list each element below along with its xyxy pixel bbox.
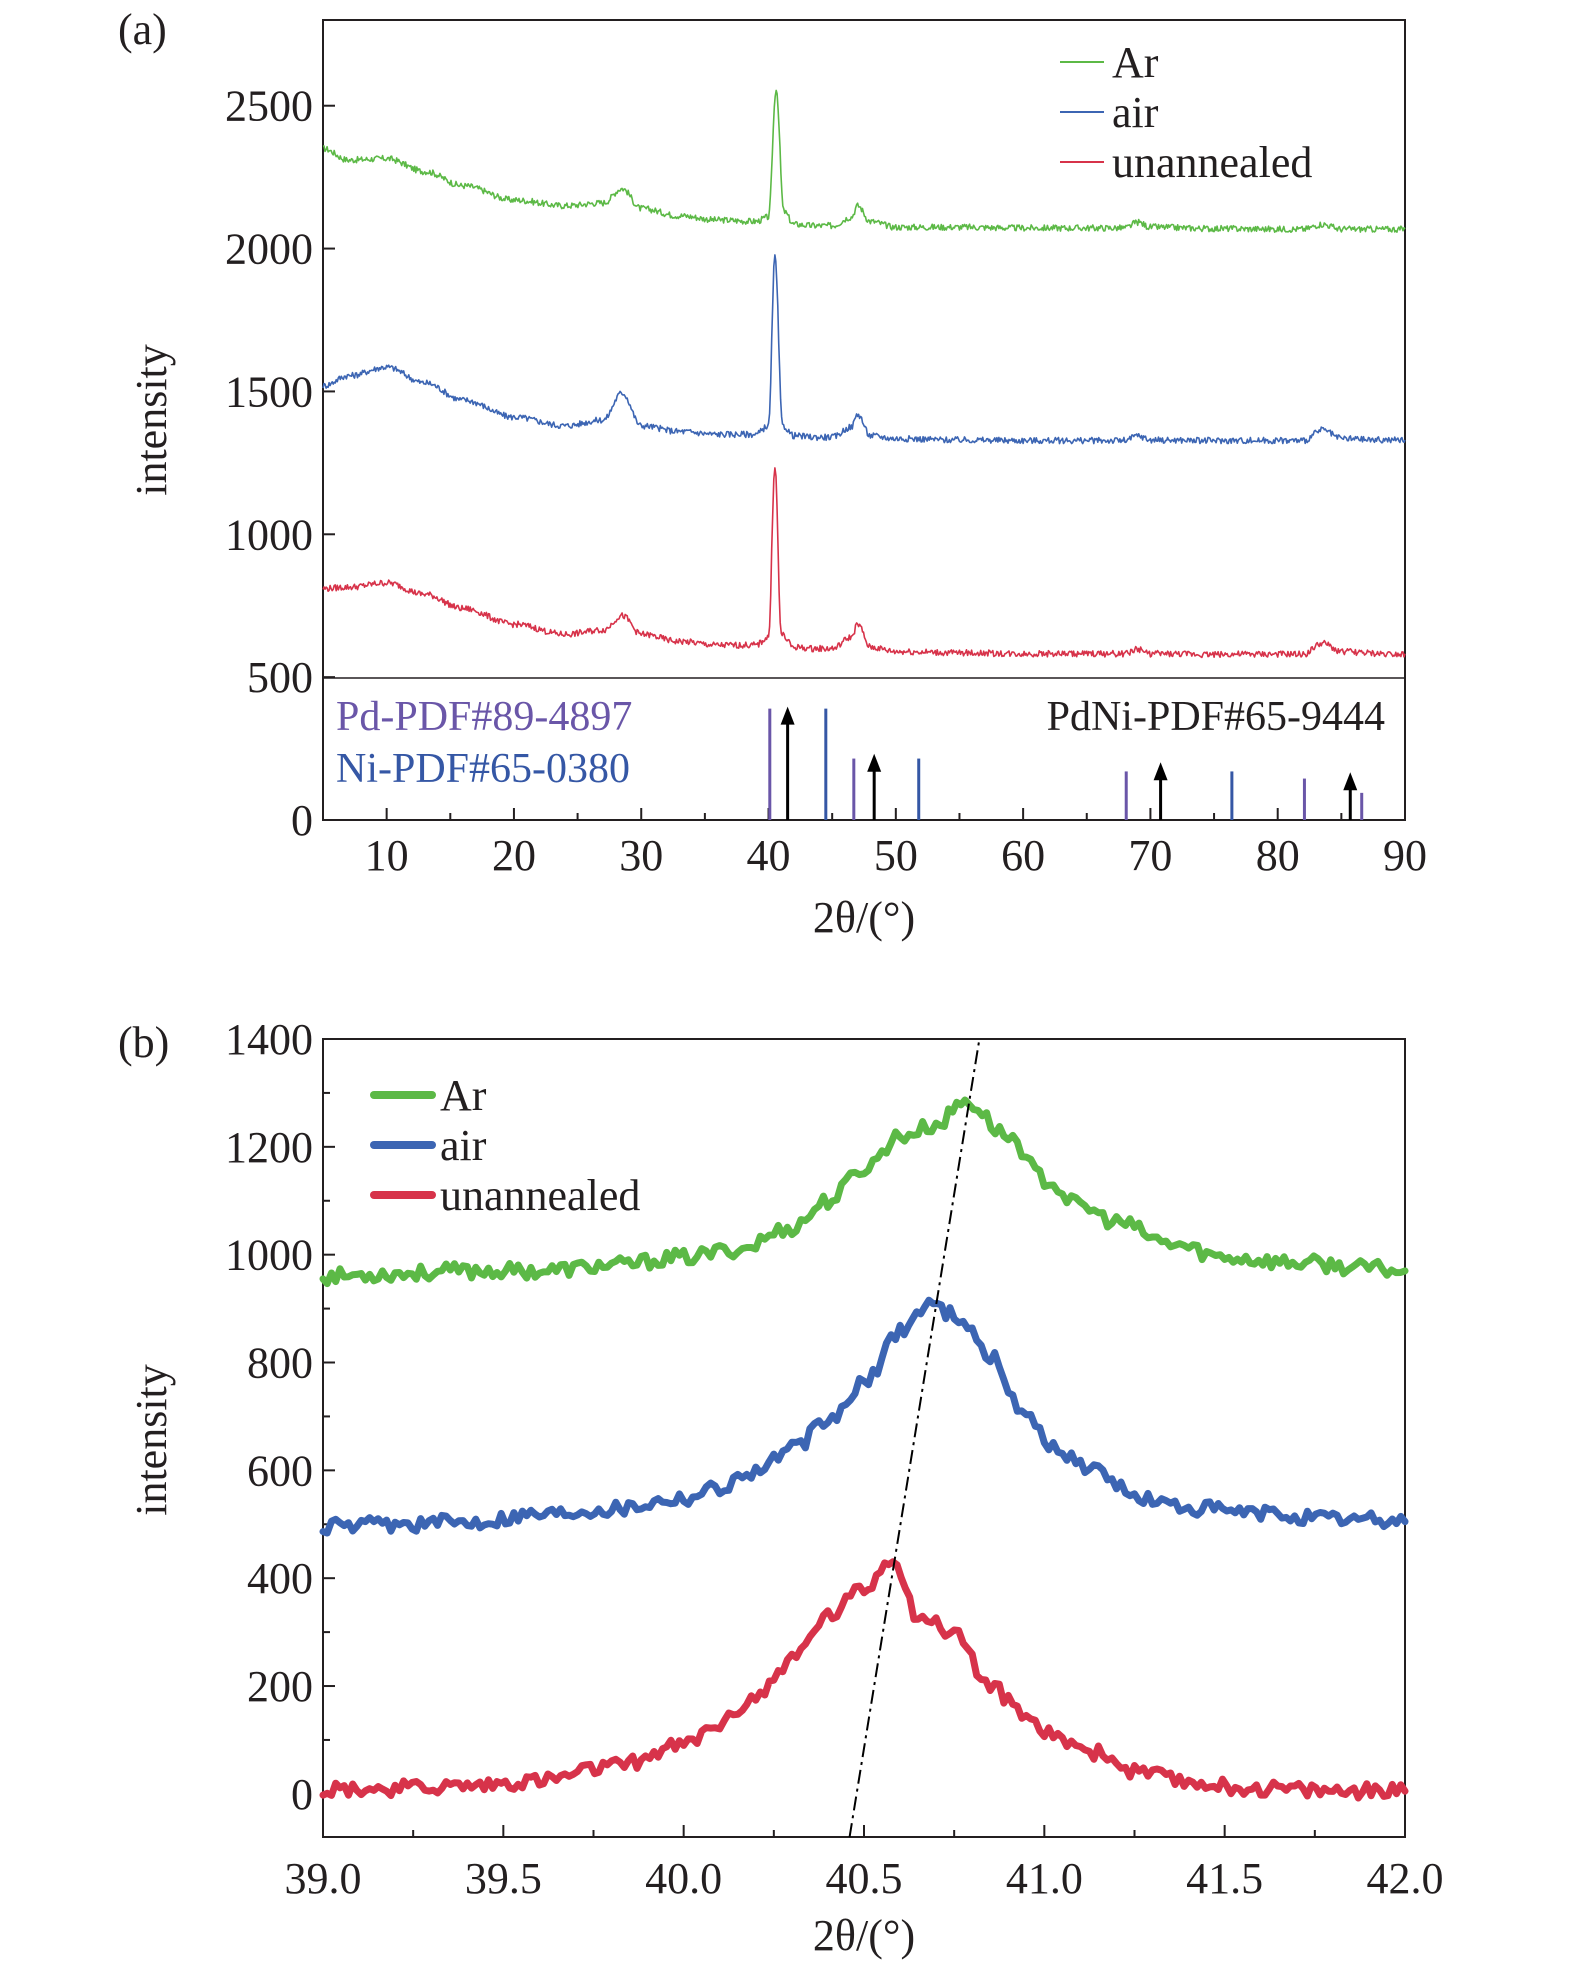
x-tick-label: 40.5 <box>826 1854 903 1903</box>
x-tick-label: 90 <box>1383 831 1427 880</box>
x-tick-label: 39.5 <box>465 1854 542 1903</box>
series-line-air <box>319 1296 1409 1537</box>
series-line-Ar <box>322 89 1406 233</box>
x-tick-label: 60 <box>1001 831 1045 880</box>
x-tick-label: 40.0 <box>645 1854 722 1903</box>
panel-a-y-ticks: 0 500 1000 1500 2000 2500 <box>225 82 335 845</box>
ref-label-ni: Ni-PDF#65-0380 <box>336 746 630 792</box>
reference-arrow-head <box>780 706 795 725</box>
y-tick-label: 1200 <box>225 1123 313 1172</box>
panel-a-reference-patterns <box>768 706 1364 820</box>
series-line-unannealed <box>322 467 1406 659</box>
x-tick-label: 41.5 <box>1186 1854 1263 1903</box>
x-tick-label: 70 <box>1128 831 1172 880</box>
y-tick-label: 0 <box>291 1770 313 1819</box>
y-tick-label: 600 <box>247 1446 313 1495</box>
panel-b-y-ticks: 0 200 400 600 800 1000 1200 1400 <box>225 1015 335 1819</box>
peak-shift-line <box>848 1038 981 1838</box>
y-tick-label: 1400 <box>225 1015 313 1064</box>
y-tick-label: 800 <box>247 1339 313 1388</box>
legend-label-unannealed: unannealed <box>440 1171 640 1220</box>
legend-label-Ar: Ar <box>440 1071 487 1120</box>
legend-label-air: air <box>440 1121 487 1170</box>
panel-a-y-axis-title: intensity <box>127 344 176 496</box>
panel-a-plot-frame <box>322 19 1406 821</box>
panel-a-x-axis-title: 2θ/(°) <box>813 893 915 942</box>
y-tick-label: 500 <box>247 653 313 702</box>
y-tick-label: 1000 <box>225 1231 313 1280</box>
reference-arrow-head <box>1153 762 1168 781</box>
y-tick-label: 2500 <box>225 82 313 131</box>
legend-label-Ar: Ar <box>1112 38 1159 87</box>
series-line-air <box>322 254 1406 445</box>
x-tick-label: 50 <box>874 831 918 880</box>
ref-label-pdni: PdNi-PDF#65-9444 <box>1047 694 1385 740</box>
ref-label-pd: Pd-PDF#89-4897 <box>336 694 632 740</box>
panel-b-label: (b) <box>118 1018 169 1067</box>
x-tick-label: 42.0 <box>1367 1854 1444 1903</box>
series-line-Ar <box>319 1096 1409 1288</box>
x-tick-label: 40 <box>747 831 791 880</box>
series-line-unannealed <box>319 1558 1409 1802</box>
y-tick-label: 200 <box>247 1662 313 1711</box>
panel-b: (b) 0 200 400 600 800 1000 1200 1400 39.0 39.5 40… <box>118 1015 1444 1960</box>
x-tick-label: 20 <box>492 831 536 880</box>
panel-a: (a) 0 500 1000 1500 2000 2500 10 20 30 40 50 60 70 8… <box>118 5 1427 942</box>
y-tick-label: 0 <box>291 796 313 845</box>
panel-a-x-ticks: 10 20 30 40 50 60 70 80 90 <box>322 808 1427 880</box>
panel-a-series <box>322 89 1406 659</box>
x-tick-label: 30 <box>619 831 663 880</box>
panel-b-x-axis-title: 2θ/(°) <box>813 1911 915 1960</box>
y-tick-label: 1000 <box>225 510 313 559</box>
reference-arrow-head <box>867 753 882 772</box>
x-tick-label: 80 <box>1256 831 1300 880</box>
y-tick-label: 2000 <box>225 225 313 274</box>
legend-label-air: air <box>1112 88 1159 137</box>
y-tick-label: 400 <box>247 1554 313 1603</box>
x-tick-label: 41.0 <box>1006 1854 1083 1903</box>
panel-b-series <box>319 1096 1409 1802</box>
x-tick-label: 10 <box>365 831 409 880</box>
reference-arrow-head <box>1343 772 1358 791</box>
panel-a-label: (a) <box>118 5 167 54</box>
x-tick-label: 39.0 <box>285 1854 362 1903</box>
y-tick-label: 1500 <box>225 367 313 416</box>
panel-b-x-ticks: 39.0 39.5 40.0 40.5 41.0 41.5 42.0 <box>285 1825 1444 1903</box>
panel-b-y-axis-title: intensity <box>127 1364 176 1516</box>
legend-label-unannealed: unannealed <box>1112 138 1312 187</box>
